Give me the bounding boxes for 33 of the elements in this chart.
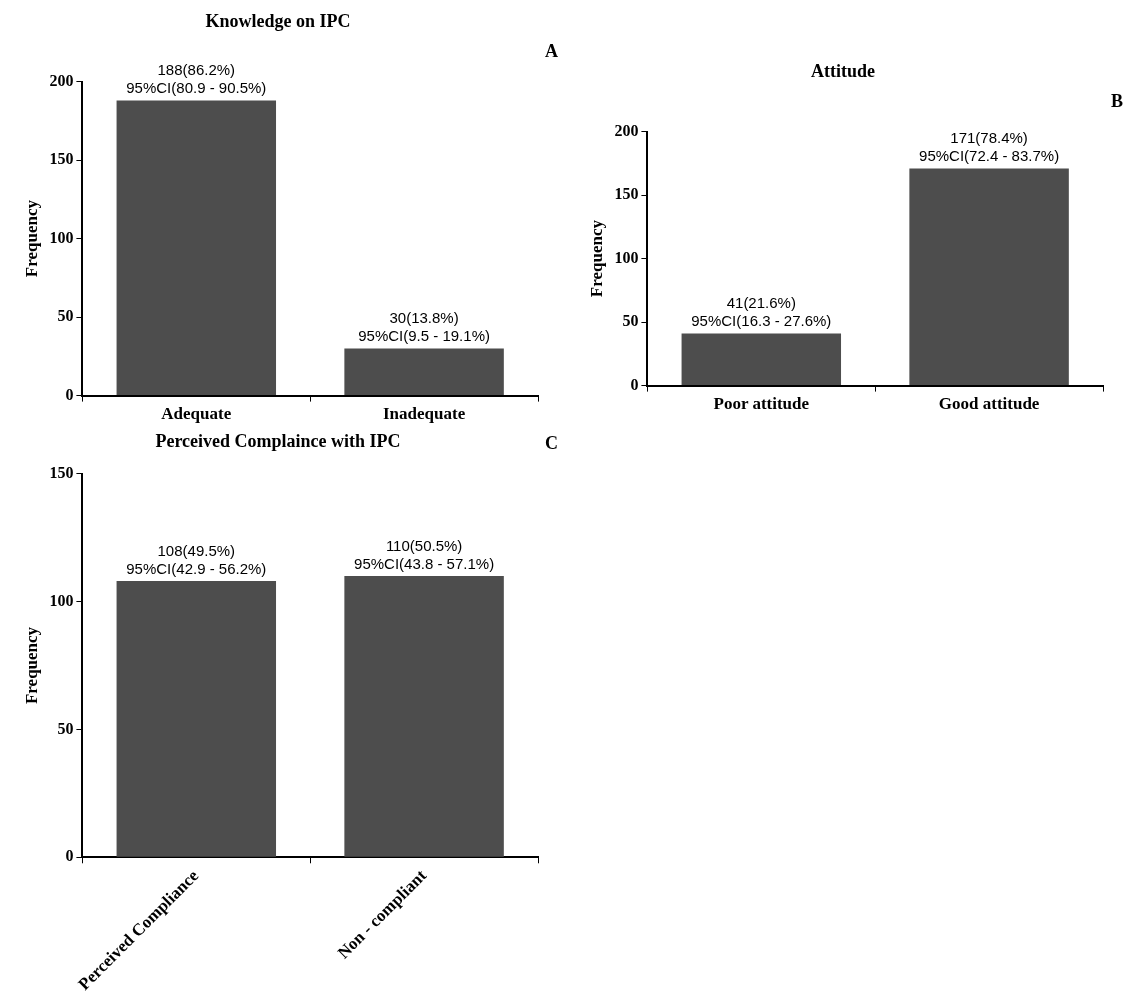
text: C (545, 433, 558, 454)
x-tick-label: Good attitude (938, 394, 1040, 414)
x-tick-label: Adequate (161, 404, 232, 424)
data-label: 108(49.5%) 95%CI(42.9 - 56.2%) (126, 541, 267, 577)
x-tick-label: Inadequate (383, 404, 466, 424)
y-tick-label: 150 (614, 185, 639, 203)
data-label: 188(86.2%) 95%CI(80.9 - 90.5%) (126, 61, 267, 97)
chart-title: Attitude (811, 61, 875, 82)
y-axis-title: Frequency (21, 199, 41, 278)
y-tick-label: 200 (49, 71, 74, 89)
data-label: 110(50.5%) 95%CI(43.8 - 57.1%) (354, 536, 495, 572)
y-tick-label: 0 (630, 375, 639, 393)
y-tick-label: 0 (65, 847, 74, 865)
y-tick-label: 50 (57, 719, 74, 737)
y-axis-title: Frequency (21, 626, 41, 705)
data-label: 30(13.8%) 95%CI(9.5 - 19.1%) (358, 309, 490, 345)
y-tick-label: 0 (65, 385, 74, 403)
y-axis-title: Frequency (586, 219, 606, 298)
x-tick-label: Poor attitude (713, 394, 810, 414)
chart-title: Perceived Complaince with IPC (155, 431, 401, 452)
y-tick-label: 50 (57, 307, 74, 325)
y-tick-label: 200 (614, 121, 639, 139)
y-tick-label: 50 (622, 312, 639, 330)
data-label: 171(78.4%) 95%CI(72.4 - 83.7%) (919, 129, 1060, 165)
y-tick-label: 100 (49, 591, 74, 609)
text: B (1110, 91, 1123, 112)
y-tick-label: 100 (49, 228, 74, 246)
y-tick-label: 100 (614, 248, 639, 266)
text: A (545, 41, 558, 62)
chart-title: Knowledge on IPC (205, 11, 351, 32)
y-tick-label: 150 (49, 150, 74, 168)
data-label: 41(21.6%) 95%CI(16.3 - 27.6%) (691, 294, 832, 330)
y-tick-label: 150 (49, 463, 74, 481)
